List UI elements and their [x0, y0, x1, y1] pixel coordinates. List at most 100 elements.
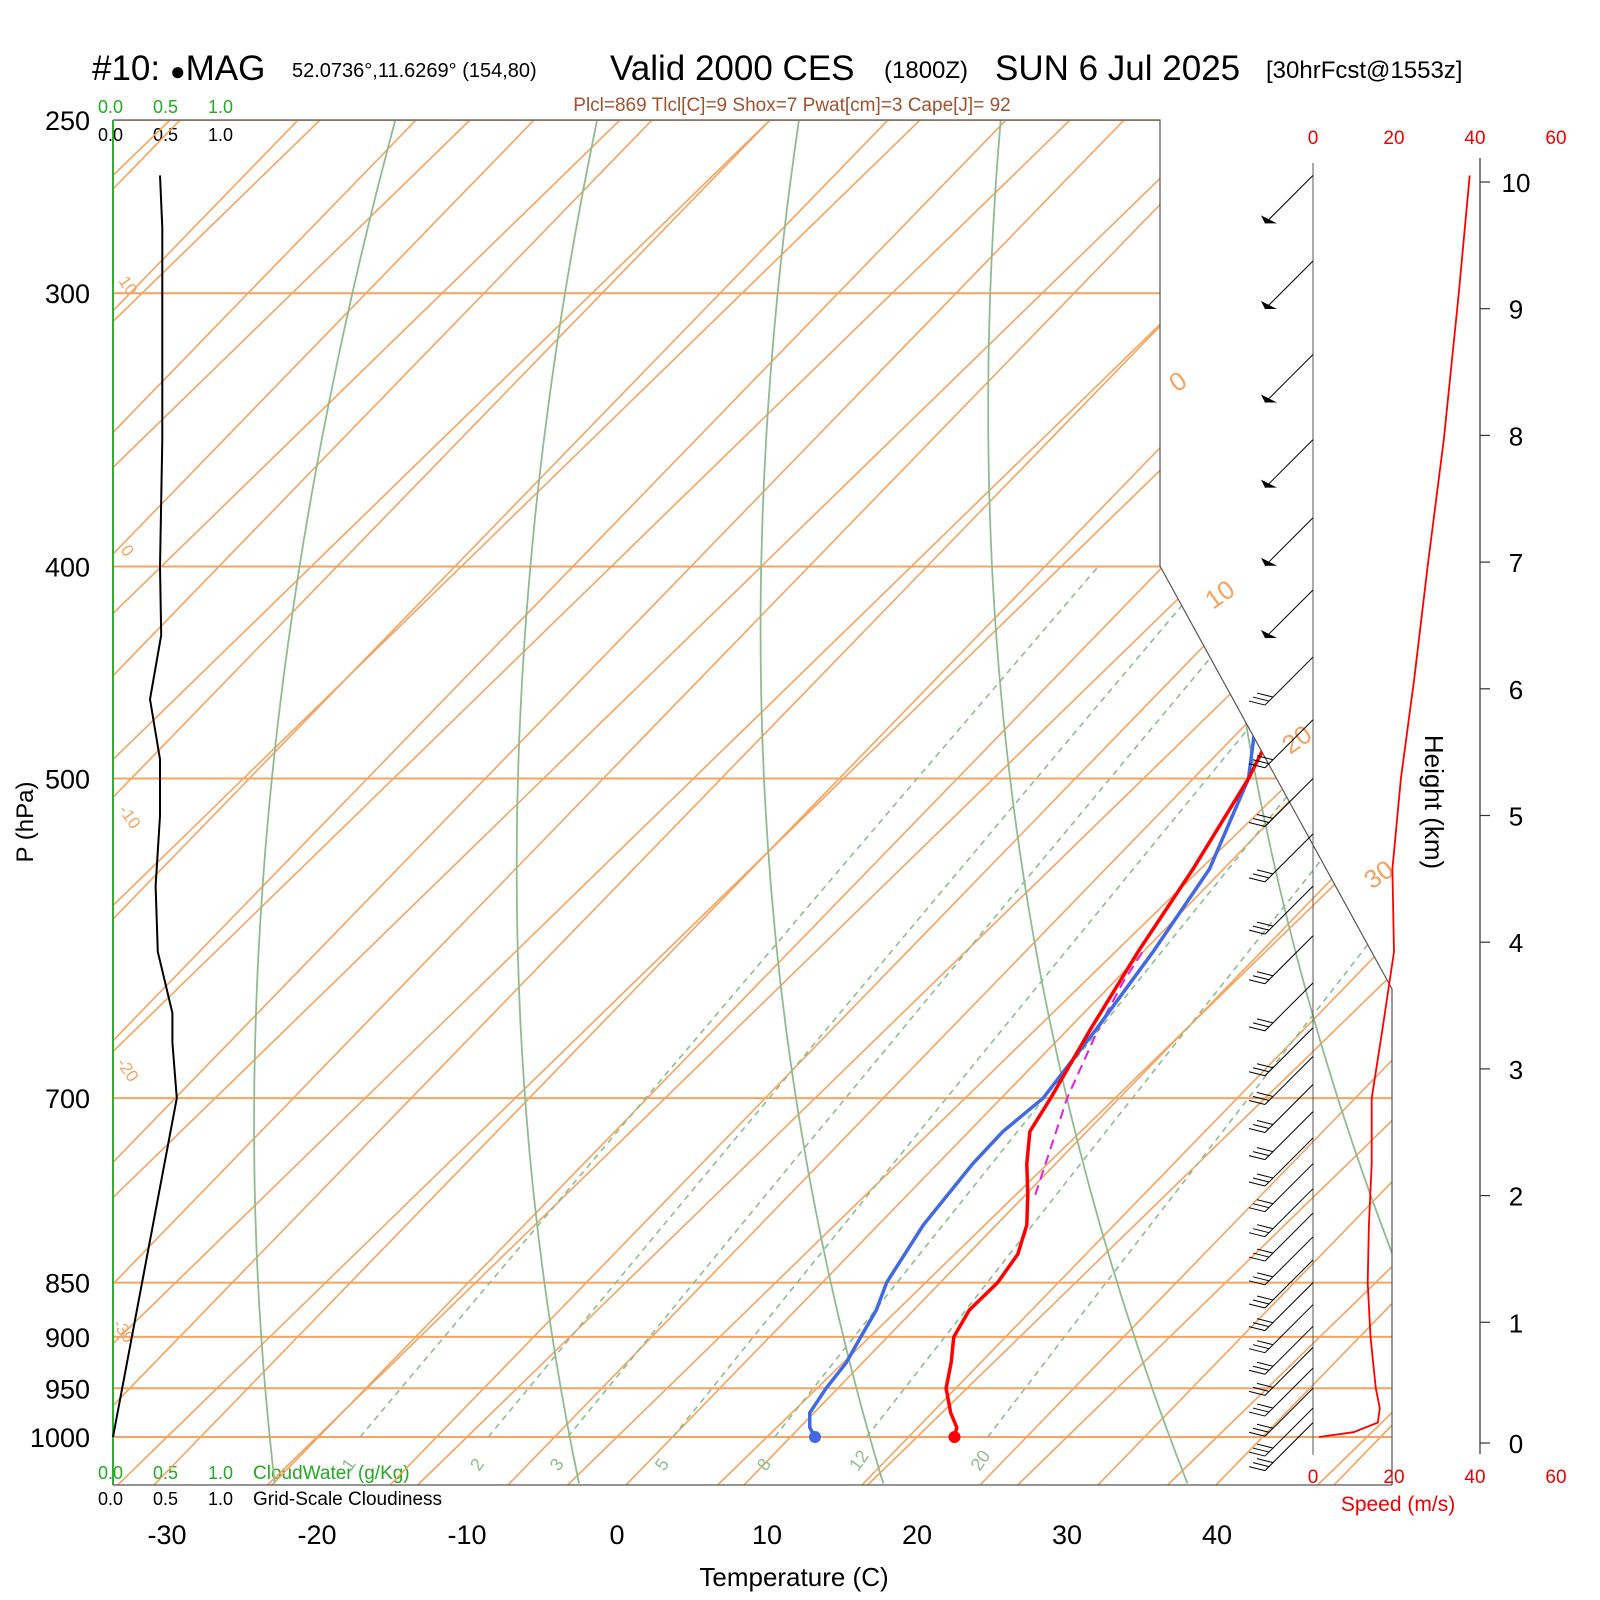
wind-barb-staff [1264, 1137, 1314, 1187]
wind-barb-staff [1264, 1259, 1314, 1309]
adiabat-cross [1452, 120, 1600, 1485]
wind-barb-feather [1248, 822, 1266, 827]
wind-barb-feather [1256, 1119, 1274, 1125]
adiabat-cross [1215, 120, 1392, 1485]
isotherm [717, 1436, 768, 1485]
mixing-ratio-line [487, 565, 1216, 1438]
mixing-ratio-line [672, 565, 1383, 1438]
wind-barb-icon [1248, 1367, 1314, 1417]
wind-barb-staff [1264, 439, 1314, 489]
isotherm [113, 120, 771, 1438]
wind-barb-flag [1261, 301, 1277, 310]
cloudwater-tick-bottom-0: 0.0 [98, 1463, 123, 1483]
wind-barb-staff [1264, 354, 1314, 403]
isotherm [267, 1436, 318, 1485]
wind-barb-feather [1252, 1365, 1270, 1371]
wind-barb-icon [1248, 719, 1314, 769]
isotherm [1167, 1436, 1218, 1485]
wind-barb-feather [1248, 1207, 1266, 1213]
height-tick-label: 5 [1509, 802, 1523, 832]
isotherm-label-left: -10 [115, 801, 145, 832]
dry-adiabat [253, 120, 407, 1484]
wind-barb-feather [1252, 1462, 1270, 1468]
adiabat-cross [1333, 120, 1392, 1485]
temperature-line [944, 175, 1392, 1438]
mixing-ratio-label: 2 [466, 1455, 488, 1475]
mixing-ratio-label: 3 [546, 1455, 568, 1475]
temperature-tick-label: 30 [1052, 1520, 1082, 1550]
cloudiness-label: Grid-Scale Cloudiness [253, 1489, 442, 1510]
height-axis-label: Height (km) [1419, 735, 1449, 869]
cloudwater-tick-bottom-2: 1.0 [208, 1463, 233, 1483]
isotherm [1017, 1436, 1068, 1485]
wind-barb-flag [1261, 629, 1277, 638]
isotherm [113, 120, 1071, 1438]
wind-barb-feather [1248, 1431, 1266, 1437]
isotherm-label: 0 [1163, 365, 1192, 398]
cloudiness-tick-bottom-1: 0.5 [153, 1489, 178, 1509]
wind-barb-icon [1248, 833, 1314, 883]
isotherm-label-left: 0 [117, 541, 138, 560]
wind-barb-feather [1256, 921, 1274, 927]
wind-barb-feather [1248, 1411, 1266, 1417]
wind-barb-staff [1264, 260, 1314, 310]
adiabat-cross [625, 120, 1392, 1485]
isotherm [867, 1436, 918, 1485]
dry-adiabat [987, 120, 1189, 1484]
wind-barb-icon [1261, 517, 1314, 567]
wind-barb-feather [1256, 1173, 1274, 1179]
wind-barb-icon [1248, 885, 1314, 935]
wind-barb-feather [1252, 1344, 1270, 1350]
wind-barb-staff [1264, 778, 1314, 827]
wind-barb-feather [1256, 1147, 1274, 1153]
speed-tick-top: 20 [1383, 128, 1404, 149]
mixing-ratio-label: 12 [845, 1446, 873, 1474]
temperature-tick-label: 0 [609, 1520, 624, 1550]
wind-barb-staff [1264, 1111, 1314, 1160]
diagram-grid [113, 120, 1600, 1485]
pressure-tick-label: 300 [45, 279, 90, 309]
wind-barb-feather [1252, 1123, 1270, 1129]
pressure-tick-label: 850 [45, 1269, 90, 1299]
adiabat-cross [743, 120, 1392, 1485]
wind-barb-feather [1252, 1252, 1270, 1258]
zulu-time: (1800Z) [884, 57, 968, 84]
cloudwater-label: CloudWater (g/Kg) [253, 1463, 410, 1484]
speed-tick-bottom: 20 [1383, 1467, 1404, 1488]
adiabat-cross [113, 120, 417, 1485]
height-tick-label: 3 [1509, 1055, 1523, 1085]
wind-barb-icon [1248, 1282, 1314, 1332]
mixing-ratio-line [987, 566, 1392, 1438]
height-tick-label: 7 [1509, 548, 1523, 578]
temperature-tick-label: 20 [902, 1520, 932, 1550]
diagram-boundary [113, 119, 1393, 1485]
wind-barb-feather [1248, 1390, 1266, 1396]
wind-barb-feather [1252, 925, 1270, 931]
wind-barb-feather [1248, 1071, 1266, 1077]
wind-barb-icon [1248, 935, 1314, 985]
y-axis-label: P (hPa) [12, 782, 39, 863]
wind-barb-feather [1252, 1276, 1270, 1282]
adiabat-cross [113, 120, 889, 1485]
wind-barb-icon [1261, 354, 1314, 403]
wind-barb-feather [1248, 1451, 1266, 1457]
x-axis-label: Temperature (C) [699, 1562, 888, 1592]
speed-tick-bottom: 60 [1545, 1467, 1566, 1488]
wind-barb-feather [1256, 1018, 1274, 1024]
height-tick-label: 4 [1509, 928, 1523, 958]
wind-barb-staff [1264, 1236, 1314, 1286]
wind-barb-flag [1261, 394, 1277, 403]
wind-barb-feather [1248, 1256, 1266, 1262]
wind-barb-feather [1252, 1203, 1270, 1209]
adiabat-cross [389, 120, 1392, 1485]
adiabat-cross [153, 120, 1392, 1485]
adiabat-cross [271, 120, 1392, 1485]
wind-barb-icon [1248, 1163, 1314, 1213]
isotherm [466, 120, 1392, 1438]
wind-barb-feather [1252, 1151, 1270, 1157]
wind-barb-feather [1248, 1369, 1266, 1375]
height-tick-label: 1 [1509, 1308, 1523, 1338]
wind-barb-feather [1248, 763, 1266, 769]
wind-barb-icon [1248, 1407, 1314, 1457]
wind-barb-feather [1252, 1407, 1270, 1413]
